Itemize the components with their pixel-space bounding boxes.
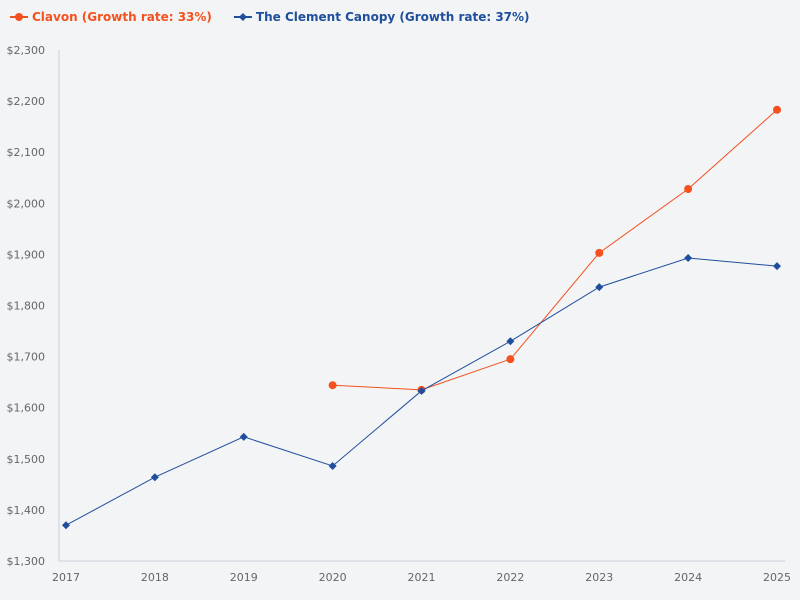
series-line	[332, 109, 778, 391]
legend-marker-circle-icon	[15, 13, 23, 21]
y-tick-label: $1,400	[7, 504, 46, 517]
y-tick-label: $1,700	[7, 351, 46, 364]
data-point	[595, 248, 604, 257]
data-point	[684, 184, 693, 193]
data-point	[62, 521, 70, 530]
data-point	[417, 386, 426, 395]
x-tick-label: 2018	[141, 571, 169, 584]
y-tick-label: $2,100	[7, 146, 46, 159]
data-point	[595, 283, 604, 292]
x-tick-label: 2019	[230, 571, 258, 584]
x-tick-label: 2024	[674, 571, 702, 584]
data-point	[239, 432, 248, 441]
plot-area	[62, 105, 781, 530]
data-point	[506, 355, 515, 364]
x-tick-label: 2020	[319, 571, 347, 584]
y-tick-label: $1,300	[7, 555, 46, 568]
data-point	[506, 337, 515, 346]
x-tick-label: 2025	[763, 571, 791, 584]
y-tick-label: $2,300	[7, 44, 46, 57]
data-point	[684, 253, 693, 262]
legend-marker-diamond-icon	[238, 13, 247, 21]
x-tick-label: 2021	[408, 571, 436, 584]
y-tick-label: $2,200	[7, 95, 46, 108]
data-point	[773, 262, 781, 271]
y-tick-label: $2,000	[7, 197, 46, 210]
x-tick-label: 2022	[496, 571, 524, 584]
data-point	[328, 381, 337, 390]
x-tick-label: 2023	[585, 571, 613, 584]
data-point	[773, 105, 781, 114]
legend-label: Clavon (Growth rate: 33%)	[32, 10, 212, 24]
axes: $1,300 $1,400 $1,500 $1,600 $1,700 $1,800 $1,9…	[7, 44, 792, 584]
legend-item: The Clement Canopy (Growth rate: 37%)	[233, 10, 530, 24]
legend-label: The Clement Canopy (Growth rate: 37%)	[256, 10, 530, 24]
y-tick-label: $1,600	[7, 402, 46, 415]
y-tick-label: $1,500	[7, 453, 46, 466]
legend: Clavon (Growth rate: 33%) The Clement Can…	[10, 10, 530, 24]
x-tick-label: 2017	[52, 571, 80, 584]
y-tick-label: $1,800	[7, 300, 46, 313]
y-tick-label: $1,900	[7, 248, 46, 261]
data-point	[150, 473, 159, 482]
data-point	[328, 461, 337, 470]
legend-item: Clavon (Growth rate: 33%)	[10, 10, 212, 24]
